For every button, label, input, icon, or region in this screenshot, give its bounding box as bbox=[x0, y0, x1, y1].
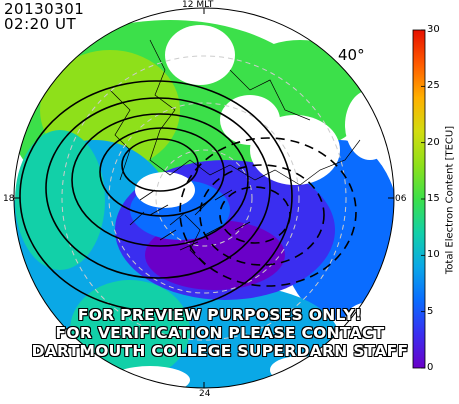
colorbar-tick-label: 20 bbox=[427, 136, 440, 148]
colorbar-tick-label: 0 bbox=[427, 362, 434, 373]
watermark-line-3: DARTMOUTH COLLEGE SUPERDARN STAFF bbox=[31, 342, 409, 360]
mlt-label-12: 12 MLT bbox=[182, 0, 214, 10]
colorbar-tick-label: 25 bbox=[427, 80, 440, 92]
colorbar-tick-label: 5 bbox=[427, 305, 434, 317]
mlt-ticks bbox=[14, 8, 394, 388]
mlt-label-18: 18 bbox=[3, 194, 15, 204]
convection-contours-dusk bbox=[19, 80, 293, 312]
latitude-circles bbox=[61, 55, 347, 341]
mlt-label-24: 24 bbox=[199, 389, 211, 399]
watermark-line-1: FOR PREVIEW PURPOSES ONLY! bbox=[77, 306, 363, 324]
colorbar-tick-label: 30 bbox=[427, 24, 440, 35]
latitude-label: 40° bbox=[338, 46, 365, 64]
tec-region-dawn bbox=[280, 140, 394, 320]
watermark-line-2: FOR VERIFICATION PLEASE CONTACT bbox=[55, 324, 385, 342]
data-gap bbox=[165, 25, 235, 85]
convection-contours-dawn bbox=[179, 137, 357, 287]
colorbar bbox=[412, 29, 426, 369]
time-label: 02:20 UT bbox=[4, 15, 77, 33]
colorbar-tick-label: 10 bbox=[427, 249, 440, 261]
velocity-vectors bbox=[129, 189, 251, 251]
colorbar-title: Total Electron Content [TECU] bbox=[444, 125, 456, 275]
tec-data-layer bbox=[14, 8, 394, 388]
mlt-label-06: 06 bbox=[395, 194, 407, 204]
date-label: 20130301 bbox=[4, 0, 85, 18]
colorbar-tick-label: 15 bbox=[427, 193, 440, 204]
